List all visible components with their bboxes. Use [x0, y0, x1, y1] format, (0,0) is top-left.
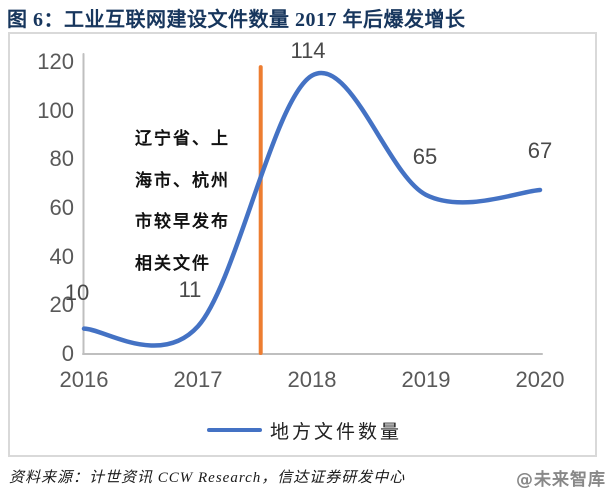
- data-label: 11: [178, 277, 202, 303]
- chart-legend: 地方文件数量: [207, 418, 403, 443]
- x-tick-label: 2020: [515, 367, 565, 392]
- x-tick-label: 2019: [401, 367, 451, 392]
- annotation-line: 辽宁省、上: [135, 129, 230, 148]
- annotation-line: 海市、杭州: [135, 170, 230, 190]
- line-chart-plot: [81, 53, 543, 355]
- y-tick-label: 40: [49, 243, 74, 269]
- y-tick-label: 0: [61, 341, 74, 366]
- legend-label: 地方文件数量: [270, 421, 403, 443]
- legend-line-marker: [207, 428, 262, 432]
- y-tick-label: 120: [37, 49, 74, 74]
- x-tick-label: 2018: [287, 367, 337, 392]
- x-tick-label: 2017: [173, 367, 223, 392]
- data-label: 67: [527, 137, 553, 163]
- chart-frame: 0 20 40 60 80 100 120 2016 2017 2018 2019 2020 10 1…: [8, 32, 597, 457]
- data-label: 65: [412, 143, 438, 169]
- watermark: @未来智库: [516, 470, 606, 490]
- y-tick-label: 100: [37, 97, 74, 123]
- data-label: 114: [290, 37, 326, 63]
- x-tick-label: 2016: [59, 367, 109, 392]
- y-tick-label: 60: [49, 195, 74, 220]
- source-note: 资料来源：计世资讯 CCW Research，信达证券研发中心: [9, 470, 406, 486]
- y-tick-label: 20: [49, 292, 74, 318]
- annotation-line: 相关文件: [135, 253, 211, 273]
- data-label: 10: [64, 279, 90, 305]
- annotation-line: 市较早发布: [135, 212, 230, 231]
- y-tick-label: 80: [49, 146, 74, 172]
- figure-title: 图 6：工业互联网建设文件数量 2017 年后爆发增长: [7, 9, 466, 31]
- chart-annotation: 辽宁省、上海市、杭州市较早发布相关文件: [135, 118, 285, 284]
- series-line: [81, 70, 543, 348]
